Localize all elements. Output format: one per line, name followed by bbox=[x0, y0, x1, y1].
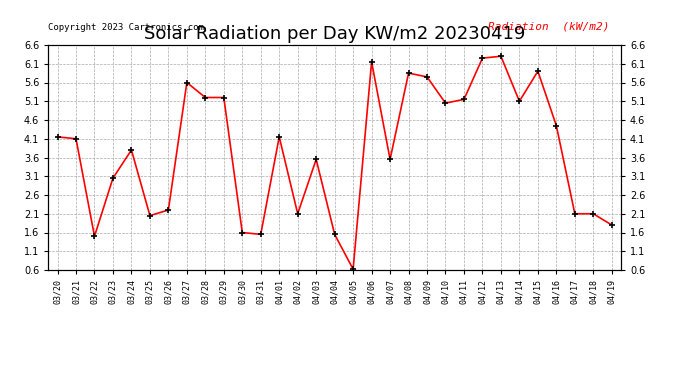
Text: Copyright 2023 Cartronics.com: Copyright 2023 Cartronics.com bbox=[48, 22, 204, 32]
Title: Solar Radiation per Day KW/m2 20230419: Solar Radiation per Day KW/m2 20230419 bbox=[144, 26, 525, 44]
Text: Radiation  (kW/m2): Radiation (kW/m2) bbox=[488, 21, 609, 32]
